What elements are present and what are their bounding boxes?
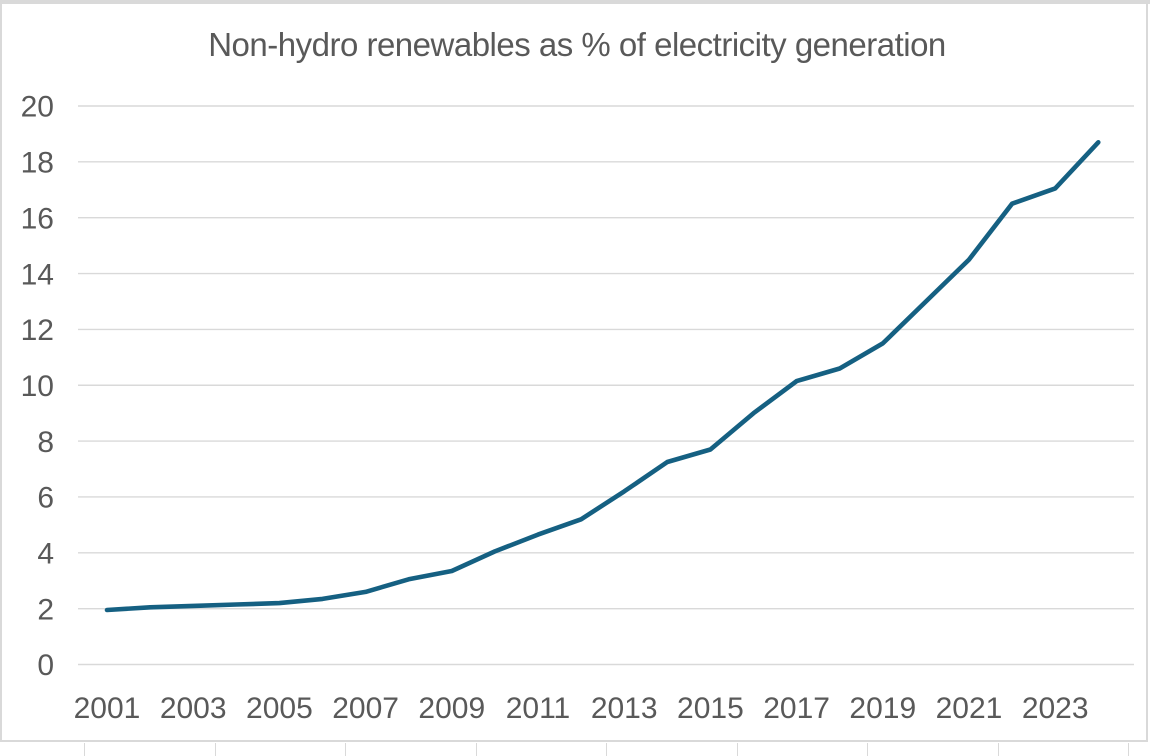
x-tick-label: 2003	[160, 692, 227, 725]
chart-title: Non-hydro renewables as % of electricity…	[208, 26, 946, 63]
y-tick-label: 6	[37, 482, 54, 515]
x-tick-label: 2021	[936, 692, 1003, 725]
cell-gridline	[214, 743, 216, 756]
cell-gridline	[736, 743, 738, 756]
cell-gridline	[475, 743, 477, 756]
cell-gridline	[606, 743, 607, 756]
y-tick-label: 4	[37, 538, 54, 571]
x-tick-label: 2015	[677, 692, 744, 725]
line-chart-plot: 0 2 4 6 8 10 12 14 16 18 20 2001 2003 2005 2007 2009 201…	[21, 91, 1134, 725]
x-tick-label: 2005	[246, 692, 313, 725]
cell-gridline	[345, 743, 346, 756]
series-line[interactable]	[104, 140, 1101, 613]
y-tick-label: 14	[21, 258, 54, 291]
y-tick-label: 18	[21, 147, 54, 180]
x-tick-label: 2009	[418, 692, 485, 725]
cell-gridline	[1128, 743, 1129, 756]
spreadsheet-row-edge	[0, 0, 1150, 4]
x-tick-label: 2023	[1022, 692, 1089, 725]
cell-gridline	[867, 743, 868, 756]
x-tick-label: 2007	[332, 692, 399, 725]
y-tick-label: 10	[21, 370, 54, 403]
chart-object[interactable]: Non-hydro renewables as % of electricity…	[0, 4, 1148, 742]
y-tick-label: 0	[37, 649, 54, 682]
x-tick-label: 2013	[591, 692, 658, 725]
y-tick-label: 20	[21, 91, 54, 124]
x-tick-label: 2019	[849, 692, 916, 725]
spreadsheet-cells-edge	[0, 742, 1150, 756]
x-tick-label: 2011	[506, 692, 571, 725]
y-tick-label: 12	[21, 314, 54, 347]
y-tick-label: 8	[37, 426, 54, 459]
cell-gridline	[84, 743, 85, 756]
x-tick-label: 2001	[74, 692, 141, 725]
cell-gridline	[997, 743, 999, 756]
y-tick-label: 16	[21, 202, 54, 235]
x-tick-label: 2017	[763, 692, 830, 725]
y-tick-label: 2	[37, 593, 54, 626]
